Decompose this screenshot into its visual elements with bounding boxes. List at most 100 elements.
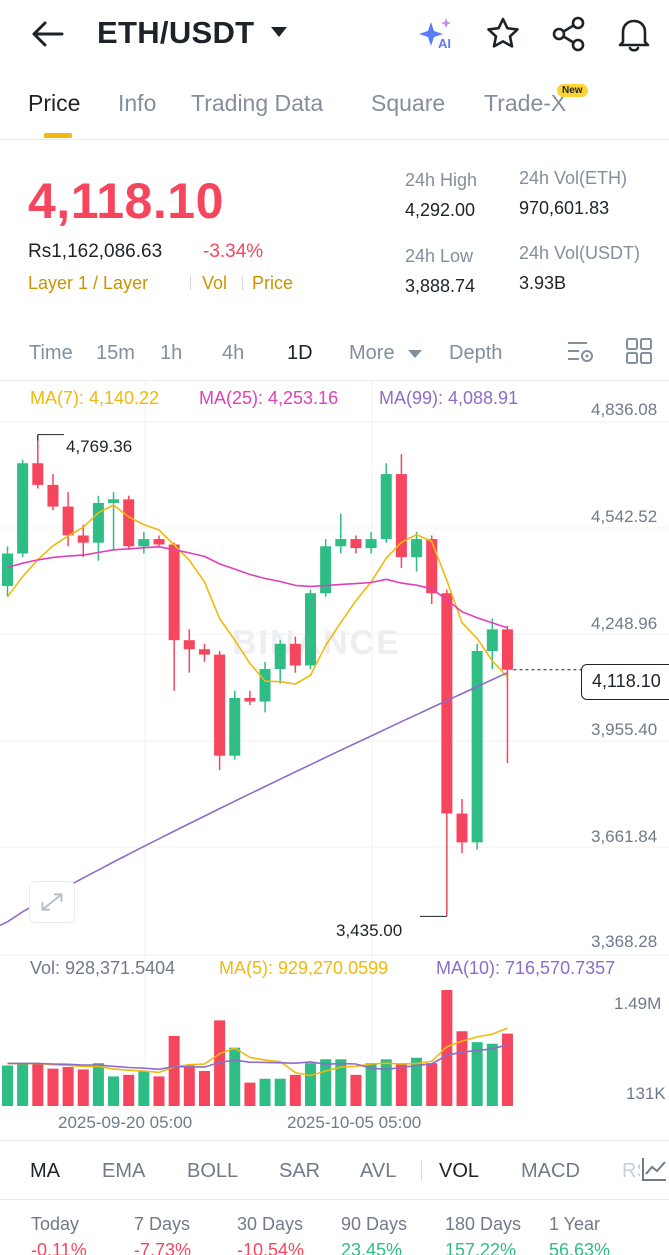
interval-more[interactable]: More (349, 342, 395, 364)
performance-period-label: 90 Days (341, 1214, 408, 1234)
volume-bar (335, 1059, 347, 1106)
back-arrow-icon[interactable] (28, 16, 68, 52)
interval-4h[interactable]: 4h (222, 342, 245, 364)
candle-body (153, 539, 165, 545)
candle-body (92, 502, 104, 543)
volume-ma10-line (7, 1043, 508, 1071)
category-tag-price[interactable]: Price (252, 273, 294, 293)
tab-trade-x[interactable]: Trade-X (484, 90, 567, 116)
indicator-macd[interactable]: MACD (521, 1160, 580, 1182)
candle-body (138, 539, 150, 547)
ma7-legend: MA(7): 4,140.22 (30, 388, 160, 408)
interval-time[interactable]: Time (29, 342, 73, 364)
ai-sparkle-icon[interactable]: AI (416, 14, 456, 54)
category-tag-vol[interactable]: Vol (202, 273, 228, 293)
favorite-star-icon[interactable] (483, 14, 523, 54)
volume-bar (501, 1033, 513, 1106)
volume-bar (17, 1063, 29, 1106)
expand-chart-icon[interactable] (29, 881, 75, 923)
kline-chart-area[interactable] (0, 380, 669, 1140)
volume-bar (153, 1076, 165, 1106)
tab-bar: Price Info Trading Data Square Trade-X (0, 70, 669, 140)
vol-ma10-legend: MA(10): 716,570.7357 (436, 958, 616, 978)
volume-bar (244, 1082, 256, 1106)
volume-bar (289, 1074, 301, 1106)
volume-bar (456, 1031, 468, 1106)
tab-info[interactable]: Info (118, 90, 157, 116)
tag-divider (190, 276, 191, 290)
candle-body (198, 649, 210, 655)
indicator-ma[interactable]: MA (30, 1160, 60, 1182)
indicator-ema[interactable]: EMA (102, 1160, 146, 1182)
candle-body (335, 539, 347, 547)
candle-body (32, 463, 44, 485)
candle-body (2, 553, 13, 587)
volume-bar (426, 1063, 438, 1106)
volume-bar (77, 1069, 89, 1106)
indicator-vol[interactable]: VOL (439, 1160, 480, 1182)
indicator-settings-icon[interactable] (640, 1155, 668, 1183)
pair-dropdown-caret-icon[interactable] (271, 27, 287, 37)
tab-price[interactable]: Price (28, 90, 81, 116)
candle-body (441, 593, 453, 814)
price-axis-tick: 3,368.28 (591, 932, 658, 951)
volume-bar (411, 1057, 423, 1106)
candle-body (123, 499, 135, 547)
volume-bar (92, 1063, 104, 1106)
ai-badge-text: AI (438, 36, 451, 51)
interval-depth[interactable]: Depth (449, 342, 503, 364)
candle-body (62, 506, 74, 536)
candle-body (471, 651, 483, 843)
chart-settings-icon[interactable] (565, 336, 595, 366)
kline-chart[interactable] (0, 380, 669, 1140)
more-caret-icon[interactable] (408, 350, 422, 358)
volume-bar (168, 1035, 180, 1106)
indicator-avl[interactable]: AVL (360, 1160, 397, 1182)
price-axis-tick: 4,542.52 (591, 507, 658, 526)
volume-bar (274, 1078, 286, 1106)
active-tab-indicator (44, 133, 72, 138)
low-label: 24h Low (405, 246, 474, 266)
volume-bar (229, 1047, 241, 1106)
indicator-divider (421, 1161, 422, 1181)
volume-bar (198, 1070, 210, 1106)
volume-bar (350, 1074, 362, 1106)
low-value: 3,888.74 (405, 276, 476, 296)
date-axis-tick: 2025-09-20 05:00 (58, 1113, 193, 1132)
candle-body (259, 669, 271, 702)
share-icon[interactable] (549, 14, 589, 54)
volume-bar (471, 1042, 483, 1106)
volume-bar (486, 1043, 498, 1106)
candle-body (77, 535, 89, 543)
interval-15m[interactable]: 15m (96, 342, 135, 364)
tab-square[interactable]: Square (371, 90, 446, 116)
candle-body (426, 539, 438, 594)
indicator-boll[interactable]: BOLL (187, 1160, 239, 1182)
candle-body (289, 643, 301, 666)
max-price-label: 4,769.36 (66, 437, 133, 456)
candle-body (214, 654, 226, 756)
category-tag-layer[interactable]: Layer 1 / Layer (28, 273, 149, 293)
tab-trading-data[interactable]: Trading Data (191, 90, 324, 116)
interval-1h[interactable]: 1h (160, 342, 183, 364)
performance-period-label: 1 Year (549, 1214, 601, 1234)
performance-period-label: 7 Days (134, 1214, 191, 1234)
pair-title[interactable]: ETH/USDT (97, 15, 255, 50)
top-bar: ETH/USDT AI (0, 0, 669, 70)
ma25-legend: MA(25): 4,253.16 (199, 388, 339, 408)
candle-body (456, 813, 468, 843)
candle-body (17, 463, 29, 554)
high-label: 24h High (405, 170, 478, 190)
candle-body (168, 544, 180, 641)
high-value: 4,292.00 (405, 200, 476, 220)
volume-bar (47, 1068, 59, 1106)
volume-axis-tick: 1.49M (614, 994, 662, 1013)
indicator-sar[interactable]: SAR (279, 1160, 321, 1182)
grid-layout-icon[interactable] (624, 336, 654, 366)
indicator-rsi[interactable]: RSI (622, 1160, 640, 1182)
notification-bell-icon[interactable] (614, 14, 654, 54)
interval-1d[interactable]: 1D (287, 342, 313, 364)
candle-body (183, 640, 195, 650)
volume-bar (380, 1059, 392, 1106)
performance-period-value: 23.45% (341, 1240, 403, 1255)
